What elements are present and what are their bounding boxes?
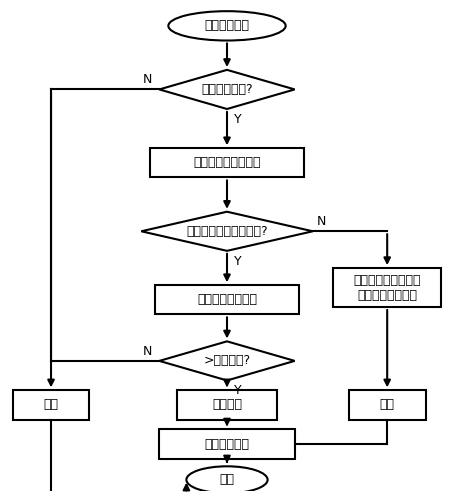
Text: 报警: 报警 (44, 399, 59, 412)
Text: 报警: 报警 (380, 399, 395, 412)
Text: N: N (317, 215, 326, 228)
Text: 计算故障持续时间: 计算故障持续时间 (197, 293, 257, 306)
Text: >设定时间?: >设定时间? (203, 354, 251, 368)
Text: 记录本次故障相、故
障线路及发生时刻: 记录本次故障相、故 障线路及发生时刻 (353, 274, 421, 301)
Text: 故障线路跳闸: 故障线路跳闸 (204, 438, 250, 451)
Text: 零序电压升高: 零序电压升高 (204, 19, 250, 32)
Text: 单相接地故障?: 单相接地故障? (201, 83, 253, 96)
Text: N: N (143, 73, 153, 86)
Text: Y: Y (234, 384, 242, 397)
Text: 与上次故障同相、同线?: 与上次故障同相、同线? (186, 225, 268, 238)
Text: 永久故障: 永久故障 (212, 399, 242, 412)
Text: 单相接地选相、选线: 单相接地选相、选线 (193, 156, 261, 169)
Text: N: N (143, 345, 153, 358)
Text: 返回: 返回 (219, 473, 235, 486)
Text: Y: Y (234, 255, 242, 268)
Text: Y: Y (234, 113, 242, 126)
